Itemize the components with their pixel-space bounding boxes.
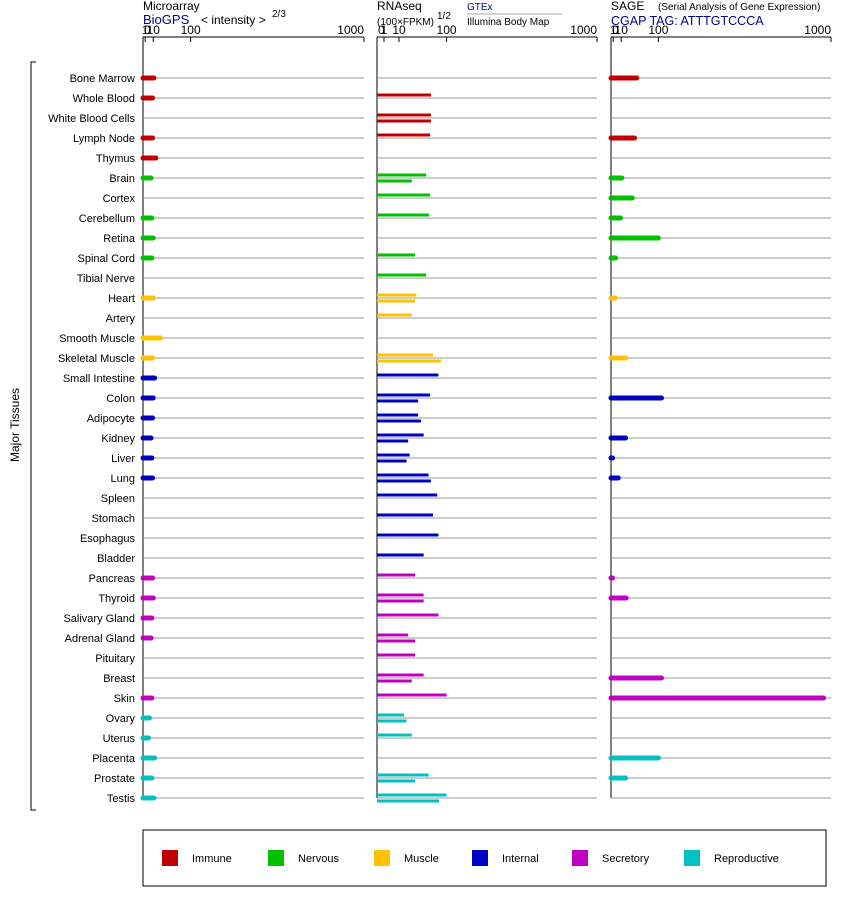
tissue-label: Salivary Gland bbox=[63, 613, 135, 625]
tissue-label: Stomach bbox=[92, 513, 135, 525]
rnaseq-tick-label: 0 bbox=[378, 23, 385, 37]
sage-title: SAGE bbox=[611, 0, 644, 13]
tissue-label: Cortex bbox=[103, 193, 136, 205]
legend-swatch-muscle bbox=[374, 850, 390, 866]
tissue-label: Lymph Node bbox=[73, 133, 135, 145]
legend: Immune Nervous Muscle Internal Secretory Repr… bbox=[162, 850, 779, 866]
microarray-title: Microarray bbox=[143, 0, 200, 13]
tissue-label: Smooth Muscle bbox=[59, 333, 135, 345]
tissue-label: Lung bbox=[111, 473, 135, 485]
legend-swatch-immune bbox=[162, 850, 178, 866]
tissue-label: Artery bbox=[106, 313, 136, 325]
cgap-tag-link[interactable]: CGAP TAG: ATTTGTCCCA bbox=[611, 14, 764, 28]
tissue-label: Kidney bbox=[101, 433, 135, 445]
tissue-label: Spleen bbox=[101, 493, 135, 505]
legend-label-nervous: Nervous bbox=[298, 853, 339, 865]
y-axis-label: Major Tissues bbox=[8, 388, 22, 462]
tissue-label: Bone Marrow bbox=[70, 73, 135, 85]
sage-tick-label: 100 bbox=[648, 23, 668, 37]
microarray-tick-label: 0 bbox=[144, 23, 151, 37]
tissue-rows: Bone Marrow Whole Blood White Blood Cells L… bbox=[48, 73, 831, 805]
tissue-label: Thyroid bbox=[98, 593, 135, 605]
tissue-label: Whole Blood bbox=[73, 93, 135, 105]
rnaseq-tick-label: 100 bbox=[437, 23, 457, 37]
rnaseq-tick-label: 1000 bbox=[570, 23, 597, 37]
gtex-link[interactable]: GTEx bbox=[467, 2, 493, 13]
tissue-label: Skin bbox=[114, 693, 135, 705]
legend-swatch-reproductive bbox=[684, 850, 700, 866]
rnaseq-unit: (100×FPKM) bbox=[377, 17, 434, 28]
biogps-link[interactable]: BioGPS bbox=[143, 12, 190, 27]
tissue-label: Retina bbox=[103, 233, 136, 245]
tissue-label: Spinal Cord bbox=[78, 253, 135, 265]
sage-tick-label: 1 bbox=[610, 23, 617, 37]
tissue-label: Brain bbox=[109, 173, 135, 185]
microarray-tick-label: 100 bbox=[181, 23, 201, 37]
tissue-bracket bbox=[30, 61, 36, 811]
tissue-label: Cerebellum bbox=[79, 213, 135, 225]
microarray-unit-exponent: 2/3 bbox=[272, 9, 286, 20]
legend-label-immune: Immune bbox=[192, 853, 232, 865]
rnaseq-title: RNAseq bbox=[377, 0, 422, 13]
tissue-label: Ovary bbox=[106, 713, 136, 725]
tissue-label: Prostate bbox=[94, 773, 135, 785]
tissue-label: Adrenal Gland bbox=[65, 633, 135, 645]
tissue-label: Bladder bbox=[97, 553, 135, 565]
sage-subtitle: (Serial Analysis of Gene Expression) bbox=[658, 2, 820, 13]
tissue-label: Thymus bbox=[96, 153, 136, 165]
tissue-label: Small Intestine bbox=[63, 373, 135, 385]
tissue-label: Tibial Nerve bbox=[77, 273, 135, 285]
legend-swatch-nervous bbox=[268, 850, 284, 866]
legend-label-secretory: Secretory bbox=[602, 853, 650, 865]
microarray-tick-label: 1 bbox=[142, 23, 149, 37]
tissue-label: Uterus bbox=[103, 733, 136, 745]
tissue-label: Placenta bbox=[92, 753, 136, 765]
microarray-tick-label: 1000 bbox=[337, 23, 364, 37]
sage-tick-label: 1000 bbox=[804, 23, 831, 37]
microarray-tick-label: 10 bbox=[147, 23, 161, 37]
tissue-label: Heart bbox=[108, 293, 135, 305]
tissue-label: Breast bbox=[103, 673, 135, 685]
microarray-unit: < intensity > bbox=[201, 13, 266, 27]
legend-label-reproductive: Reproductive bbox=[714, 853, 779, 865]
legend-swatch-secretory bbox=[572, 850, 588, 866]
illumina-label: Illumina Body Map bbox=[467, 17, 550, 28]
tissue-label: White Blood Cells bbox=[48, 113, 135, 125]
tissue-label: Pancreas bbox=[89, 573, 136, 585]
tissue-label: Colon bbox=[106, 393, 135, 405]
legend-label-internal: Internal bbox=[502, 853, 539, 865]
tissue-label: Pituitary bbox=[95, 653, 135, 665]
bars-layer bbox=[140, 75, 827, 803]
sage-tick-label: 0 bbox=[612, 23, 619, 37]
tissue-label: Adipocyte bbox=[87, 413, 135, 425]
legend-swatch-internal bbox=[472, 850, 488, 866]
tissue-label: Skeletal Muscle bbox=[58, 353, 135, 365]
rnaseq-tick-label: 10 bbox=[392, 23, 406, 37]
rnaseq-tick-label: 1 bbox=[381, 23, 388, 37]
rnaseq-unit-exponent: 1/2 bbox=[437, 11, 451, 22]
tissue-label: Liver bbox=[111, 453, 135, 465]
tissue-label: Esophagus bbox=[80, 533, 136, 545]
legend-label-muscle: Muscle bbox=[404, 853, 439, 865]
sage-tick-label: 10 bbox=[615, 23, 629, 37]
tissue-label: Testis bbox=[107, 793, 136, 805]
